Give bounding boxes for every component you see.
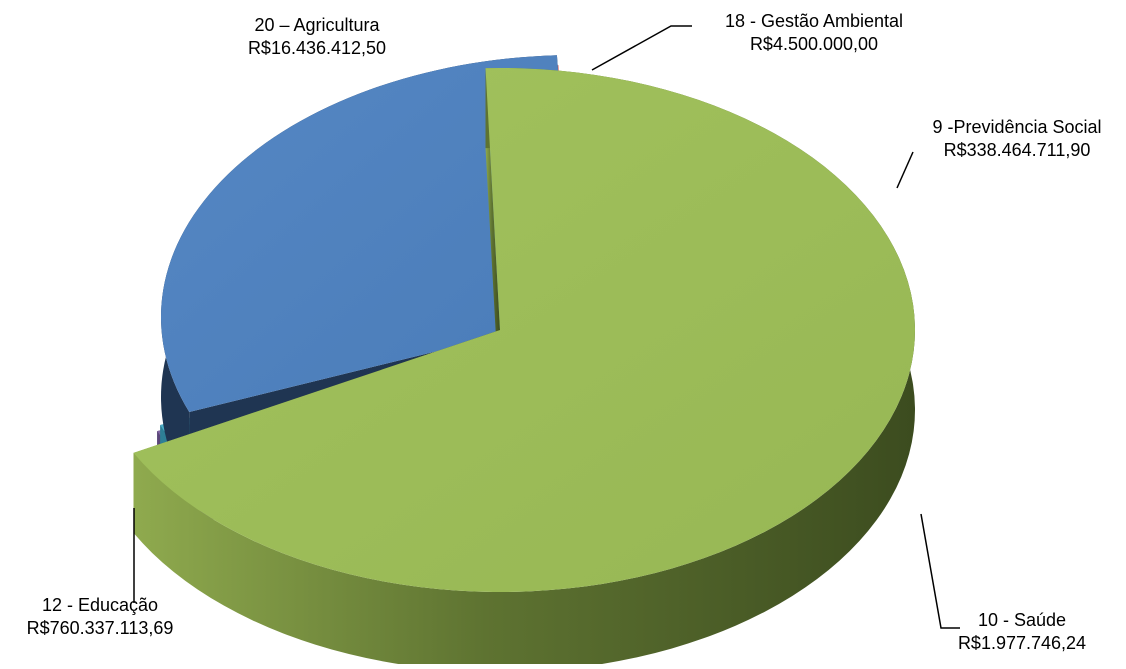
slice-name-label: 12 - Educação: [42, 595, 158, 615]
slice-name-label: 9 -Previdência Social: [932, 117, 1101, 137]
data-label-10-saude: 10 - Saúde R$1.977.746,24: [920, 513, 1086, 653]
data-label-12-educacao: 12 - Educação R$760.337.113,69: [27, 508, 174, 638]
slice-top: [133, 68, 915, 593]
slice-name-label: 10 - Saúde: [978, 610, 1066, 630]
slice-value-label: R$16.436.412,50: [248, 38, 386, 58]
slice-name-label: 20 – Agricultura: [254, 15, 380, 35]
data-label-18-gestao-ambiental: 18 - Gestão Ambiental R$4.500.000,00: [591, 11, 903, 71]
data-label-9-previdencia-social: 9 -Previdência Social R$338.464.711,90: [896, 117, 1102, 189]
slice-wall-start: [485, 68, 500, 410]
leader-line: [920, 513, 960, 629]
pie-slice-12-educacao: [133, 68, 915, 669]
slice-value-label: R$4.500.000,00: [750, 34, 878, 54]
slice-top: [161, 55, 576, 413]
slice-name-label: 18 - Gestão Ambiental: [725, 11, 903, 31]
slice-value-label: R$760.337.113,69: [27, 618, 174, 638]
leader-line: [896, 151, 914, 189]
slice-value-label: R$338.464.711,90: [944, 140, 1091, 160]
data-label-20-agricultura: 20 – Agricultura R$16.436.412,50: [248, 15, 386, 58]
leader-line: [591, 25, 692, 71]
slice-value-label: R$1.977.746,24: [958, 633, 1086, 653]
